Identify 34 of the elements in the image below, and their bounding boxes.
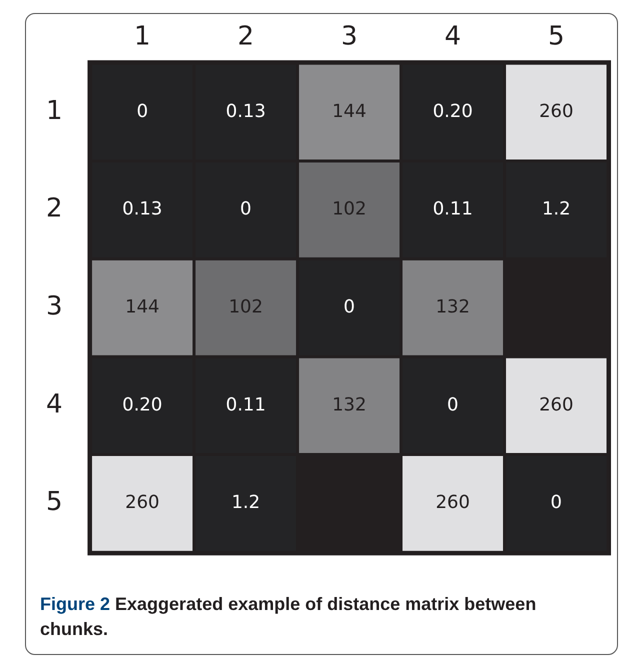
y-tick-label: 5 [46, 487, 63, 518]
caption: Figure 2 Exaggerated example of distance matrix between chunks. [40, 594, 536, 639]
y-tick-label: 4 [46, 389, 63, 420]
data-label: 0.20 [432, 100, 473, 122]
data-label: 1.2 [542, 198, 571, 220]
data-label: 0.11 [432, 198, 473, 220]
data-label: 132 [332, 394, 366, 416]
x-tick-label: 2 [238, 21, 254, 52]
data-label: 0 [240, 198, 252, 220]
data-label: 0.13 [122, 198, 162, 220]
data-label: 144 [125, 296, 160, 318]
y-tick-label: 1 [46, 96, 63, 126]
x-tick-label: 5 [548, 21, 565, 52]
data-label: 260 [539, 394, 574, 416]
y-tick-label: 3 [46, 292, 63, 322]
x-tick-label: 3 [341, 21, 358, 52]
data-label: 0 [344, 296, 355, 318]
x-tick-label: 4 [444, 21, 462, 52]
data-label: 0.11 [226, 394, 266, 416]
data-label: 0 [550, 492, 562, 514]
x-tick-label: 1 [134, 21, 151, 52]
data-label: 0.13 [226, 100, 266, 122]
data-label: 0 [136, 100, 148, 122]
y-tick-label: 2 [46, 194, 63, 224]
data-label: 0 [447, 394, 458, 416]
data-label: 102 [228, 296, 263, 318]
data-label: 132 [436, 296, 470, 318]
data-label: 260 [125, 492, 160, 514]
data-label: 260 [436, 492, 470, 514]
data-label: 102 [332, 198, 366, 220]
data-label: 1.2 [231, 492, 260, 514]
data-label: 0.20 [122, 394, 162, 416]
data-label: 260 [539, 100, 574, 122]
data-label: 144 [332, 100, 366, 122]
